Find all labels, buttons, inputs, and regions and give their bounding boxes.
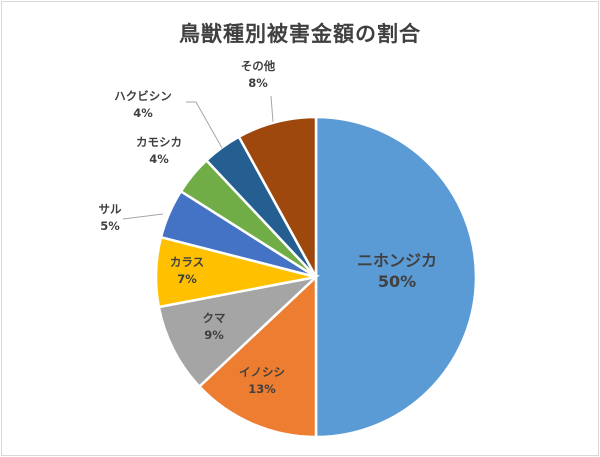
pie-slice-8 [237,115,318,278]
pie-slice-3 [157,274,320,389]
leader-line-7 [186,101,223,149]
slice-percent-3: 9% [204,328,224,342]
slice-percent-7: 4% [133,106,153,120]
leader-line-5 [122,213,164,220]
slice-label-1: ニホンジカ [357,251,437,270]
slice-percent-5: 5% [100,219,120,233]
pie-slice-1 [314,115,478,439]
slice-percent-4: 7% [177,272,197,286]
slice-percent-6: 4% [149,152,169,166]
pie-slice-2 [197,274,318,439]
chart-title: 鳥獣種別被害金額の割合 [179,22,421,46]
slice-label-3: クマ [203,311,226,325]
slice-label-2: イノシシ [239,365,285,379]
slice-percent-1: 50% [378,272,416,291]
leader-line-8 [270,95,274,123]
slice-label-8: その他 [241,59,276,73]
slice-label-6: カモシカ [136,135,182,149]
slice-percent-2: 13% [248,382,276,396]
slice-label-5: サル [99,202,122,216]
slice-label-7: ハクビシン [114,89,172,103]
slice-label-4: カラス [170,255,204,269]
slice-percent-8: 8% [248,76,268,90]
